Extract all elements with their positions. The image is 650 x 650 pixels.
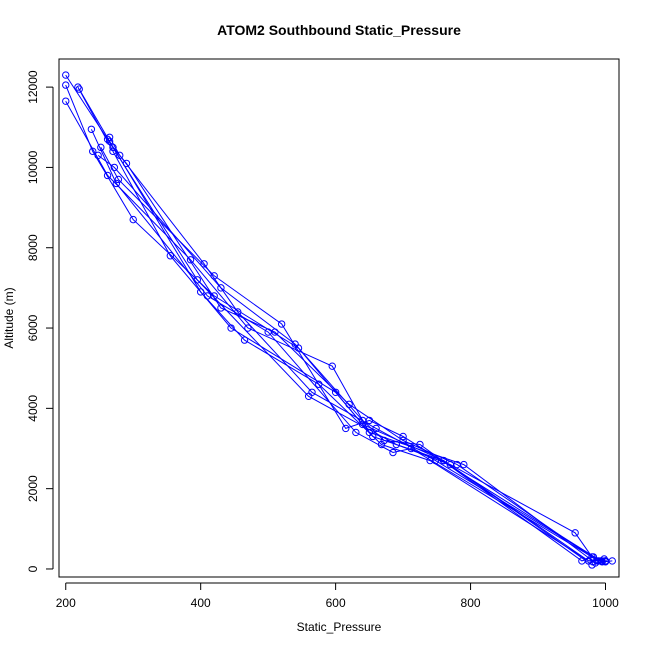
data-point (217, 304, 225, 312)
data-point (200, 260, 208, 268)
series-3 (62, 97, 616, 567)
x-tick-label: 400 (191, 596, 211, 610)
y-tick-label: 6000 (26, 314, 40, 341)
data-point (62, 81, 70, 89)
data-point (74, 83, 82, 91)
series-1 (62, 71, 610, 565)
data-point (601, 557, 610, 565)
data-point (109, 143, 117, 152)
data-point (122, 159, 131, 168)
data-point (578, 557, 586, 565)
x-tick-label: 800 (461, 596, 481, 610)
plot-area (62, 71, 616, 569)
x-tick-label: 600 (326, 596, 346, 610)
data-point (328, 362, 336, 370)
x-tick-label: 1000 (592, 596, 619, 610)
series-line (78, 88, 605, 562)
y-tick-label: 4000 (26, 395, 40, 422)
data-point (369, 432, 377, 441)
data-point (399, 432, 407, 441)
data-point (94, 151, 102, 160)
y-tick-label: 10000 (26, 150, 40, 184)
series-line (65, 100, 613, 564)
data-point (291, 340, 299, 348)
series-7 (97, 143, 610, 566)
x-axis-label: Static_Pressure (297, 620, 382, 634)
y-tick-label: 12000 (26, 70, 40, 104)
y-axis-label: Altitude (m) (2, 287, 16, 348)
data-point (372, 424, 380, 433)
data-point (203, 292, 212, 300)
data-point (389, 448, 397, 457)
series-line (65, 74, 606, 562)
data-point (308, 388, 316, 396)
data-point (407, 444, 415, 453)
series-2 (62, 81, 606, 565)
y-tick-label: 2000 (26, 475, 40, 502)
x-axis: 200 400 600 800 1000 (56, 582, 619, 610)
data-point (62, 71, 70, 79)
data-point (453, 460, 461, 469)
data-point (439, 456, 448, 465)
y-tick-label: 0 (26, 565, 40, 572)
data-point (271, 328, 279, 336)
data-point (352, 428, 360, 437)
y-tick-label: 8000 (26, 234, 40, 261)
series-line (65, 84, 603, 562)
data-point (240, 336, 249, 344)
data-point (358, 416, 367, 425)
y-axis: 0 2000 4000 6000 8000 10000 12000 (26, 70, 54, 572)
data-point (598, 558, 606, 566)
data-point (103, 171, 112, 180)
data-point (244, 324, 252, 332)
chart-title: ATOM2 Southbound Static_Pressure (217, 22, 461, 38)
data-point (75, 85, 83, 93)
series-10 (109, 143, 610, 565)
data-point (166, 252, 175, 260)
series-line (100, 147, 606, 563)
series-line (112, 146, 606, 562)
plot-frame (58, 58, 620, 578)
series-line (109, 137, 603, 563)
data-point (87, 125, 96, 133)
data-point (277, 320, 286, 328)
data-point (342, 424, 350, 433)
series-line (97, 154, 594, 562)
data-point (112, 179, 121, 188)
data-point (186, 256, 195, 264)
data-point (105, 133, 114, 142)
series-4 (74, 83, 610, 569)
data-point (593, 557, 602, 565)
data-point (571, 529, 579, 537)
data-point (589, 553, 598, 561)
data-point (399, 436, 407, 445)
data-point (116, 151, 124, 160)
series-6 (87, 125, 603, 565)
data-point (431, 456, 440, 465)
data-point (380, 436, 388, 445)
series-9 (105, 133, 606, 566)
data-point (62, 97, 70, 105)
data-point (129, 215, 137, 224)
series-line (77, 86, 606, 566)
series-8 (94, 151, 598, 565)
series-line (90, 129, 600, 562)
data-point (345, 400, 353, 409)
x-tick-label: 200 (56, 596, 76, 610)
data-point (114, 175, 123, 184)
data-point (315, 380, 323, 388)
data-point (97, 143, 105, 152)
data-point (110, 163, 119, 172)
series-5 (75, 85, 608, 565)
data-point (331, 388, 340, 396)
data-point (217, 284, 225, 292)
